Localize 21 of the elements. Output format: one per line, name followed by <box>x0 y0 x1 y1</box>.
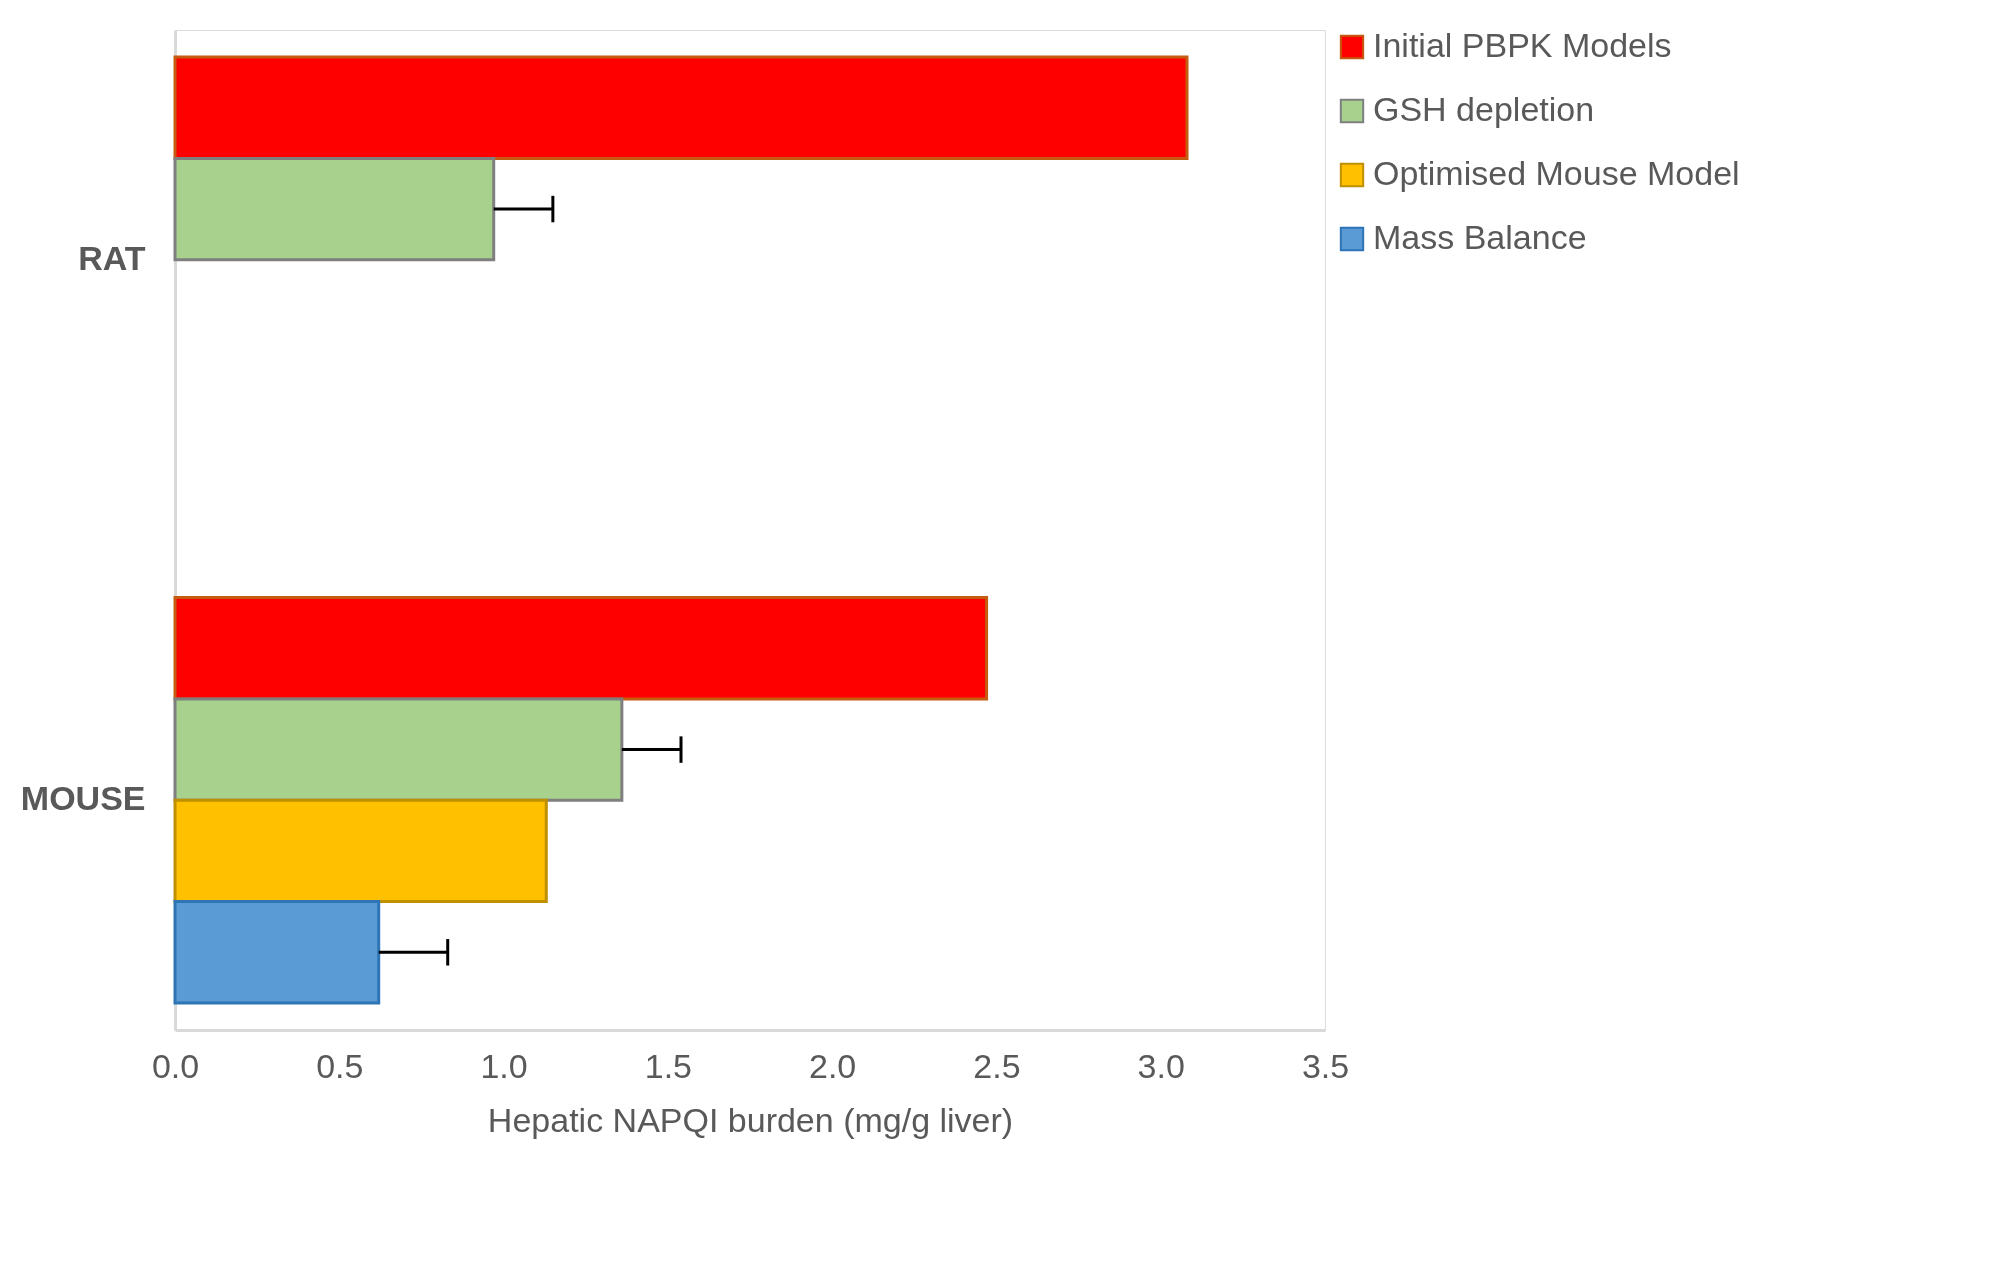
bar <box>173 798 548 904</box>
x-tick-label: 0.5 <box>316 1046 364 1085</box>
bar <box>173 697 624 802</box>
bar <box>173 900 381 1005</box>
x-axis-title: Hepatic NAPQI burden (mg/g liver) <box>487 1100 1014 1139</box>
x-tick-label: 3.0 <box>1137 1046 1185 1085</box>
x-tick-label: 1.5 <box>644 1046 692 1085</box>
bar <box>173 596 989 701</box>
bar <box>173 55 1189 160</box>
x-tick-label: 1.0 <box>480 1046 528 1085</box>
x-tick-label: 2.5 <box>973 1046 1021 1085</box>
legend-label: GSH depletion <box>1373 90 1595 128</box>
x-tick-label: 3.5 <box>1301 1046 1350 1085</box>
legend-label: Optimised Mouse Model <box>1373 154 1740 192</box>
legend-label: Mass Balance <box>1373 218 1587 256</box>
x-tick-label: 2.0 <box>809 1046 857 1085</box>
bar <box>173 156 496 262</box>
x-tick-label: 0.0 <box>151 1046 200 1085</box>
y-tick-label: RAT <box>78 238 146 277</box>
legend-label: Initial PBPK Models <box>1373 26 1672 64</box>
y-tick-label: MOUSE <box>20 779 146 818</box>
